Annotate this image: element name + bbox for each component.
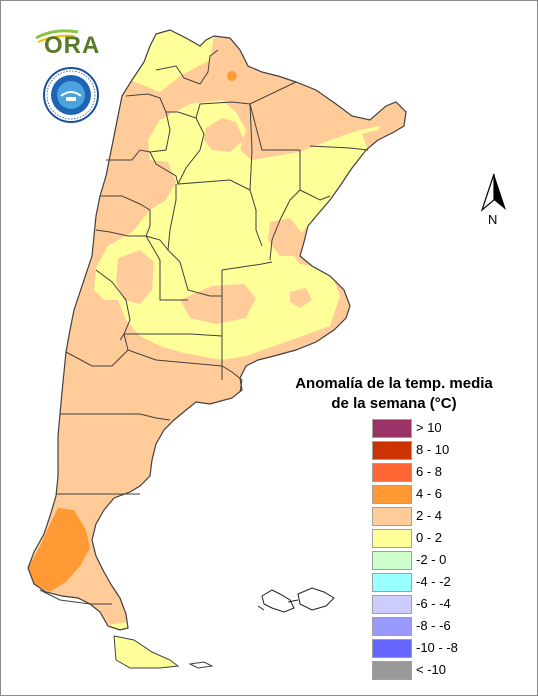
legend-label: -8 - -6 xyxy=(416,618,451,633)
legend-item: -10 - -8 xyxy=(372,638,502,660)
legend-label: 8 - 10 xyxy=(416,442,450,457)
legend-swatch xyxy=(372,485,412,504)
legend-swatch xyxy=(372,551,412,570)
legend-item: -8 - -6 xyxy=(372,616,502,638)
legend-swatch xyxy=(372,507,412,526)
legend-label: 2 - 4 xyxy=(416,508,443,523)
legend-swatch xyxy=(372,639,412,658)
legend-swatch xyxy=(372,617,412,636)
legend-item: 6 - 8 xyxy=(372,462,502,484)
legend-label: 4 - 6 xyxy=(416,486,443,501)
legend-label: -10 - -8 xyxy=(416,640,458,655)
legend-item: -6 - -4 xyxy=(372,594,502,616)
legend-swatch xyxy=(372,463,412,482)
legend-label: < -10 xyxy=(416,662,446,677)
legend-label: > 10 xyxy=(416,420,442,435)
legend-label: -6 - -4 xyxy=(416,596,451,611)
legend: > 10 8 - 10 6 - 8 4 - 6 2 - 4 0 - 2 -2 - 0 -4 -… xyxy=(372,418,502,682)
smn-seal-logo xyxy=(42,66,100,124)
ora-swoosh-icon xyxy=(35,29,79,43)
legend-swatch xyxy=(372,661,412,680)
legend-item: 8 - 10 xyxy=(372,440,502,462)
legend-item: > 10 xyxy=(372,418,502,440)
legend-swatch xyxy=(372,529,412,548)
legend-item: 2 - 4 xyxy=(372,506,502,528)
legend-swatch xyxy=(372,573,412,592)
legend-title-line2: de la semana (°C) xyxy=(331,395,457,412)
legend-item: 4 - 6 xyxy=(372,484,502,506)
legend-item: -2 - 0 xyxy=(372,550,502,572)
legend-label: -4 - -2 xyxy=(416,574,451,589)
legend-item: 0 - 2 xyxy=(372,528,502,550)
legend-label: 0 - 2 xyxy=(416,530,443,545)
ora-wordmark: ORA xyxy=(44,32,101,59)
north-arrow-icon xyxy=(480,173,506,212)
legend-item: < -10 xyxy=(372,660,502,682)
legend-label: -2 - 0 xyxy=(416,552,447,567)
north-label: N xyxy=(488,212,498,227)
legend-swatch xyxy=(372,419,412,438)
smn-seal-icon xyxy=(43,67,99,123)
ora-logo: ORA xyxy=(34,24,106,60)
legend-item: -4 - -2 xyxy=(372,572,502,594)
legend-title: Anomalía de la temp. media de la semana … xyxy=(294,374,494,414)
falklands-islands xyxy=(257,587,335,613)
north-arrow: N xyxy=(480,172,508,228)
legend-swatch xyxy=(372,441,412,460)
legend-label: 6 - 8 xyxy=(416,464,443,479)
legend-title-line1: Anomalía de la temp. media xyxy=(295,375,493,392)
legend-swatch xyxy=(372,595,412,614)
